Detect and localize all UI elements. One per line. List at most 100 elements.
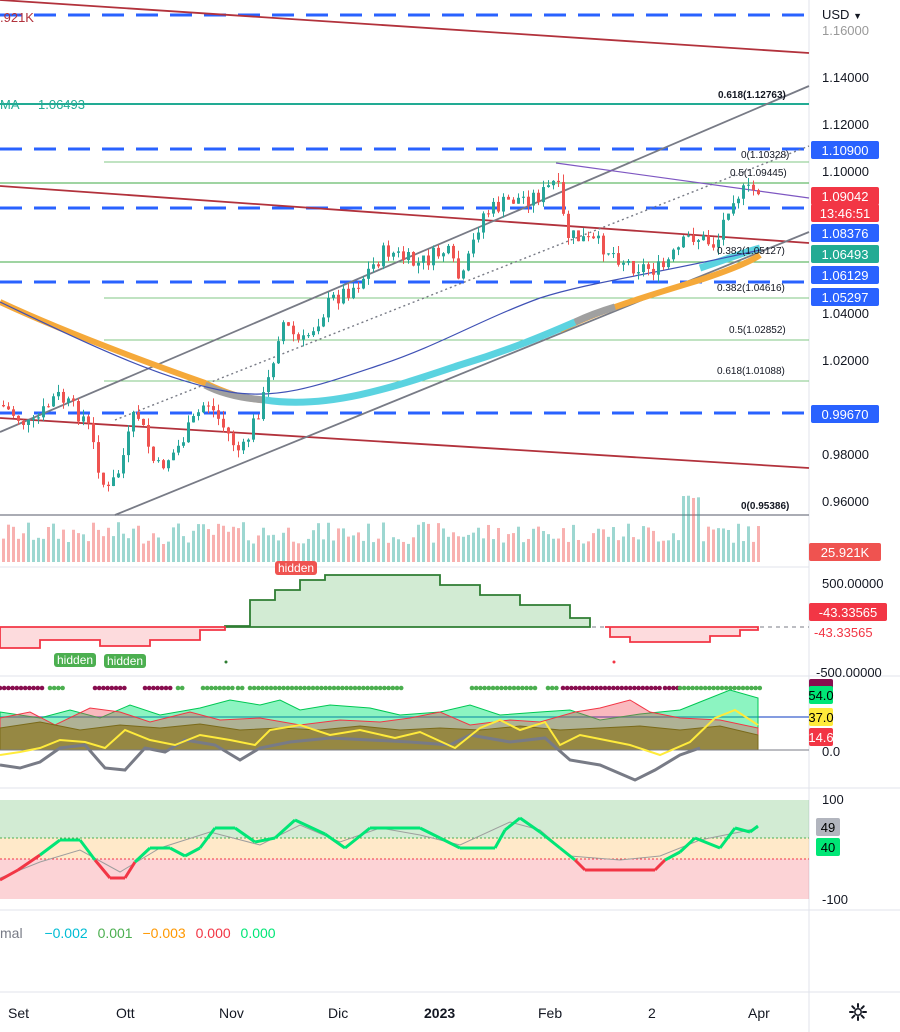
signal-dot <box>602 685 608 691</box>
volume-bar <box>247 540 250 562</box>
candle <box>697 240 700 242</box>
signal-dot <box>732 685 737 691</box>
signal-dot <box>47 685 53 691</box>
volume-bar <box>742 541 745 562</box>
signal-dot <box>707 685 712 691</box>
volume-bar <box>642 526 645 562</box>
volume-bar <box>97 529 100 562</box>
candle <box>2 405 5 407</box>
candle <box>242 441 245 451</box>
signal-dot <box>27 685 32 691</box>
volume-bar <box>62 529 65 562</box>
signal-dot <box>306 685 312 691</box>
candle <box>507 196 510 200</box>
candle <box>132 412 135 432</box>
volume-bar <box>367 523 370 562</box>
signal-dot <box>753 685 758 691</box>
signal-dot <box>744 685 750 691</box>
signal-dot <box>217 685 223 691</box>
fib-label: 0(1.10328) <box>741 150 790 161</box>
candle <box>477 232 480 240</box>
candle <box>687 235 690 237</box>
signal-dot <box>520 685 525 691</box>
signal-dot <box>268 685 274 691</box>
oscillator-segment <box>169 846 186 858</box>
candle <box>257 418 260 420</box>
candle <box>202 405 205 413</box>
price-axis-label: 1.10000 <box>822 164 869 179</box>
signal-dot <box>122 685 127 691</box>
candle <box>452 245 455 259</box>
fib-label: 0.5(1.02852) <box>729 325 786 336</box>
gear-icon[interactable] <box>848 1002 868 1022</box>
signal-dot <box>14 685 20 691</box>
volume-bar <box>622 536 625 562</box>
volume-bar <box>202 524 205 562</box>
candle <box>217 410 220 419</box>
volume-bar <box>567 541 570 562</box>
last-price-badge: 1.09042 <box>811 187 879 205</box>
volume-bar <box>322 539 325 562</box>
signal-dot <box>554 685 559 691</box>
price-badge: 1.06129 <box>811 266 879 284</box>
candle <box>472 239 475 254</box>
candle <box>592 236 595 239</box>
oscillator-segment <box>653 858 667 872</box>
volume-bar <box>417 524 420 562</box>
ind2-value-badge: 54.0 <box>808 686 834 704</box>
signal-dot <box>175 685 181 691</box>
volume-bar <box>267 535 270 562</box>
signal-dot <box>690 685 695 691</box>
signal-dot <box>632 685 637 691</box>
candle <box>312 331 315 336</box>
volume-bar <box>532 528 535 562</box>
candle <box>77 401 80 422</box>
volume-bar <box>412 537 415 562</box>
currency-label: USD <box>822 7 850 22</box>
candle <box>142 418 145 426</box>
signal-dot <box>361 685 366 691</box>
oscillator-segment <box>559 846 576 862</box>
signal-dot <box>382 685 387 691</box>
volume-bar <box>727 529 730 562</box>
volume-bar <box>7 524 10 562</box>
volume-bar <box>2 538 5 562</box>
candle <box>167 460 170 469</box>
candle <box>357 287 360 289</box>
signal-dot <box>109 685 115 691</box>
candle <box>112 477 115 487</box>
oscillator-segment <box>39 838 61 857</box>
candle <box>557 180 560 183</box>
time-axis-label: Nov <box>219 1005 244 1021</box>
signal-dot <box>715 685 721 691</box>
oscillator-segment <box>17 853 41 872</box>
signal-dot <box>524 685 529 691</box>
candle <box>407 252 410 261</box>
signal-dot <box>503 685 508 691</box>
candle <box>262 392 265 420</box>
currency-selector[interactable]: USD ▼ <box>822 8 862 21</box>
legend-label: mal <box>0 925 23 941</box>
volume-bar <box>152 533 155 562</box>
ind2-value-badge <box>809 679 833 689</box>
candle <box>432 247 435 266</box>
candle <box>732 203 735 214</box>
candle <box>397 251 400 253</box>
candle <box>677 247 680 250</box>
candle <box>272 363 275 378</box>
candle <box>157 460 160 462</box>
volume-bar <box>702 541 705 562</box>
candle <box>82 416 85 422</box>
oscillator-segment <box>749 824 759 834</box>
candle <box>572 230 575 238</box>
signal-dot <box>272 685 278 691</box>
ind3-axis-bottom: -100 <box>822 892 849 907</box>
signal-dot <box>636 685 641 691</box>
candle <box>517 197 520 204</box>
volume-bar <box>472 532 475 562</box>
volume-bar <box>242 522 245 562</box>
volume-bar <box>212 534 215 562</box>
volume-bar <box>112 536 115 562</box>
ma-legend-value: 1.06493 <box>38 97 85 112</box>
